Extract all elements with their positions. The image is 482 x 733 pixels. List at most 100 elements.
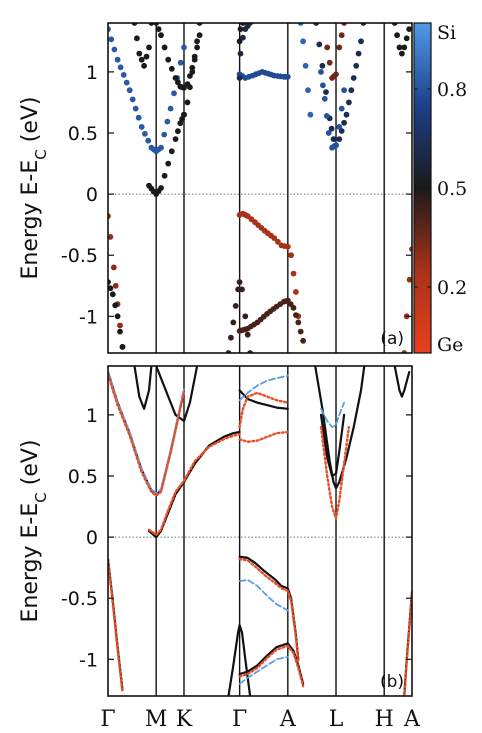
band-point <box>110 264 117 271</box>
band-line-dotted-red <box>238 430 289 443</box>
band-point <box>108 234 114 240</box>
band-point <box>406 26 412 32</box>
band-point <box>343 111 350 118</box>
y-tick-label: -1 <box>79 306 98 328</box>
band-point <box>271 235 278 242</box>
band-point <box>338 32 345 39</box>
band-point <box>403 35 410 42</box>
band-point <box>321 95 328 102</box>
band-point <box>171 90 177 97</box>
band-point <box>161 172 168 179</box>
y-tick-label: 1 <box>86 405 98 427</box>
band-point <box>295 319 302 326</box>
y-tick-label: 0.5 <box>68 466 98 488</box>
band-point <box>399 50 405 57</box>
band-point <box>196 32 203 39</box>
band-point <box>325 130 332 136</box>
band-point <box>141 62 148 69</box>
band-point <box>123 79 130 86</box>
band-point <box>230 319 237 326</box>
band-point <box>135 114 142 121</box>
band-point <box>117 64 124 71</box>
band-point <box>288 252 294 259</box>
band-line-dotted-red <box>238 391 289 429</box>
band-point <box>165 160 172 167</box>
band-point <box>111 46 118 53</box>
band-point <box>175 128 181 135</box>
band-point <box>319 62 326 69</box>
band-point <box>237 26 244 32</box>
band-point <box>328 125 335 132</box>
band-point <box>316 41 323 48</box>
y-tick-label: 0.5 <box>68 123 98 145</box>
band-point <box>228 334 234 341</box>
band-point <box>406 276 412 283</box>
band-point <box>320 82 326 89</box>
band-point <box>302 62 309 69</box>
band-point <box>138 124 145 130</box>
band-line-dotted-red <box>108 560 124 694</box>
y-tick-label: 1 <box>86 62 98 84</box>
band-line-solid-black <box>319 413 346 478</box>
band-point <box>114 56 121 63</box>
colorbar-tick-label: 0.8 <box>437 79 467 101</box>
band-line-solid-black <box>227 624 252 696</box>
band-point <box>119 344 126 350</box>
band-point <box>242 313 249 320</box>
band-point <box>187 84 193 91</box>
band-point <box>284 73 291 80</box>
band-point <box>136 50 143 57</box>
band-point <box>333 142 339 149</box>
band-line-dashed-blue <box>238 579 289 612</box>
band-point <box>307 111 314 118</box>
panel-tag: (a) <box>380 329 404 349</box>
band-point <box>326 59 333 66</box>
band-point <box>336 136 343 143</box>
band-point <box>237 50 244 57</box>
band-line-dotted-red <box>403 593 412 696</box>
band-point <box>161 44 168 51</box>
band-point <box>108 36 115 43</box>
band-point <box>191 53 198 60</box>
band-point <box>236 279 243 285</box>
y-tick-label: -0.5 <box>61 245 98 267</box>
band-point <box>396 44 403 51</box>
y-axis-label: Energy E-EC (eV) <box>18 97 50 280</box>
band-point <box>355 50 362 57</box>
band-point <box>146 44 152 51</box>
y-axis-label: Energy E-EC (eV) <box>18 440 50 623</box>
band-point <box>165 56 172 63</box>
band-point <box>305 87 311 94</box>
band-point <box>181 44 187 51</box>
band-point <box>184 99 191 106</box>
kpoint-label: A <box>279 707 297 732</box>
band-point <box>336 44 343 51</box>
band-point <box>236 75 243 81</box>
band-point <box>108 285 114 292</box>
band-point <box>323 89 329 95</box>
colorbar-tick-label: 0.2 <box>437 277 467 299</box>
band-point <box>143 53 150 60</box>
y-tick-label: 0 <box>86 527 98 549</box>
kpoint-label: M <box>145 707 168 732</box>
band-point <box>293 312 299 318</box>
band-point <box>117 328 123 335</box>
band-line-solid-black <box>155 366 199 423</box>
band-point <box>181 84 187 91</box>
band-point <box>300 38 306 45</box>
band-point <box>350 75 357 81</box>
band-line-dotted-red <box>319 425 351 520</box>
band-point <box>161 131 168 138</box>
band-line-dashed-blue <box>108 371 185 494</box>
colorbar-top-label: Si <box>437 22 456 44</box>
band-point <box>189 64 196 71</box>
band-point <box>290 270 297 277</box>
colorbar-tick-label: 0.5 <box>437 178 467 200</box>
band-point <box>126 87 133 94</box>
band-line-solid-black <box>133 366 153 410</box>
band-point <box>120 72 127 78</box>
kpoint-label: Γ <box>100 707 115 732</box>
band-point <box>117 322 123 329</box>
band-line-dotted-red <box>238 557 300 663</box>
